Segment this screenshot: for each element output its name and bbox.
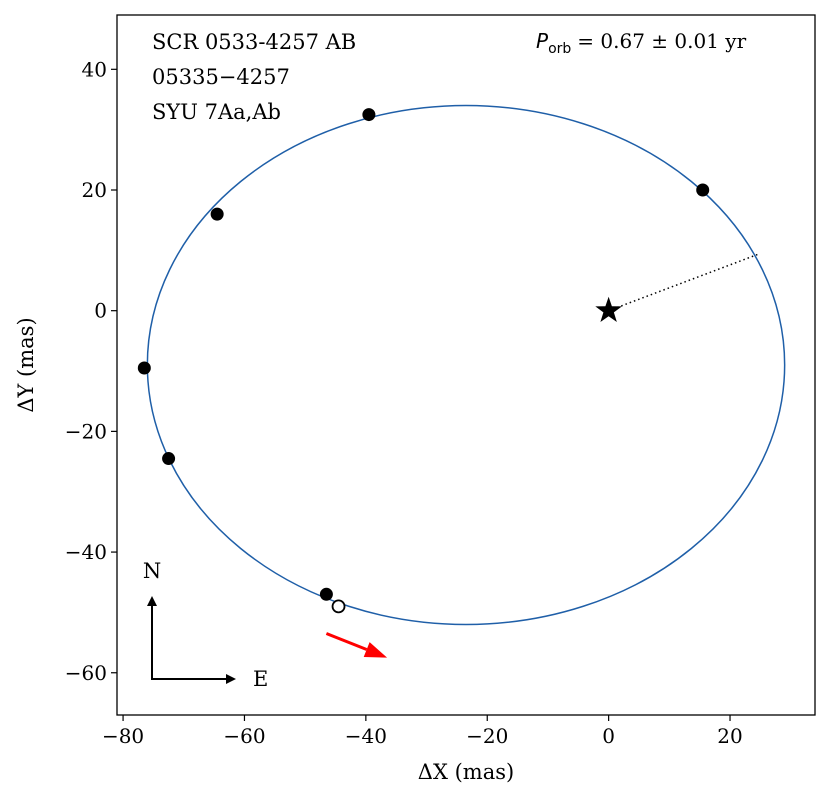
observation-point bbox=[137, 361, 151, 375]
observations-open bbox=[331, 599, 346, 614]
motion-arrow-shaft bbox=[325, 632, 368, 651]
plot-frame bbox=[116, 14, 816, 716]
y-tick-label: −60 bbox=[65, 661, 107, 685]
x-tick-label: −40 bbox=[345, 724, 387, 748]
predicted-point bbox=[331, 599, 346, 614]
compass-north-label: N bbox=[143, 559, 161, 583]
motion-direction-arrow bbox=[325, 632, 388, 658]
compass-east-label: E bbox=[253, 667, 268, 691]
observations-filled bbox=[137, 108, 710, 601]
observation-point bbox=[210, 207, 224, 221]
motion-arrow-head bbox=[363, 642, 388, 658]
x-tick-label: 20 bbox=[717, 724, 742, 748]
orbit-ellipse bbox=[146, 104, 786, 626]
y-tick-label: 0 bbox=[94, 299, 107, 323]
y-axis-label: ΔY (mas) bbox=[14, 317, 38, 412]
period-value: = 0.67 ± 0.01 yr bbox=[577, 29, 746, 53]
period-symbol: P bbox=[536, 29, 549, 53]
y-tick-label: −40 bbox=[65, 540, 107, 564]
period-annotation: Porb = 0.67 ± 0.01 yr bbox=[536, 29, 747, 57]
compass: N E bbox=[143, 559, 269, 691]
periastron-line bbox=[608, 253, 758, 312]
x-tick-label: −20 bbox=[466, 724, 508, 748]
period-subscript: orb bbox=[548, 41, 571, 57]
x-axis-label: ΔX (mas) bbox=[418, 760, 514, 784]
observation-point bbox=[162, 452, 176, 466]
observation-point bbox=[319, 587, 333, 601]
observation-point bbox=[362, 108, 376, 122]
y-tick-label: −20 bbox=[65, 419, 107, 443]
observation-point bbox=[696, 183, 710, 197]
x-tick-label: −60 bbox=[223, 724, 265, 748]
y-axis-ticks: −60 −40 −20 0 20 40 bbox=[65, 57, 117, 685]
annotation-line-3: SYU 7Aa,Ab bbox=[152, 100, 281, 124]
x-tick-label: 0 bbox=[602, 724, 615, 748]
annotation-line-2: 05335−4257 bbox=[152, 65, 290, 89]
y-tick-label: 20 bbox=[82, 178, 107, 202]
x-tick-label: −80 bbox=[102, 724, 144, 748]
primary-star-icon bbox=[595, 296, 622, 323]
y-tick-label: 40 bbox=[82, 57, 107, 81]
x-axis-ticks: −80 −60 −40 −20 0 20 bbox=[102, 715, 743, 748]
annotation-line-1: SCR 0533-4257 AB bbox=[152, 30, 356, 54]
